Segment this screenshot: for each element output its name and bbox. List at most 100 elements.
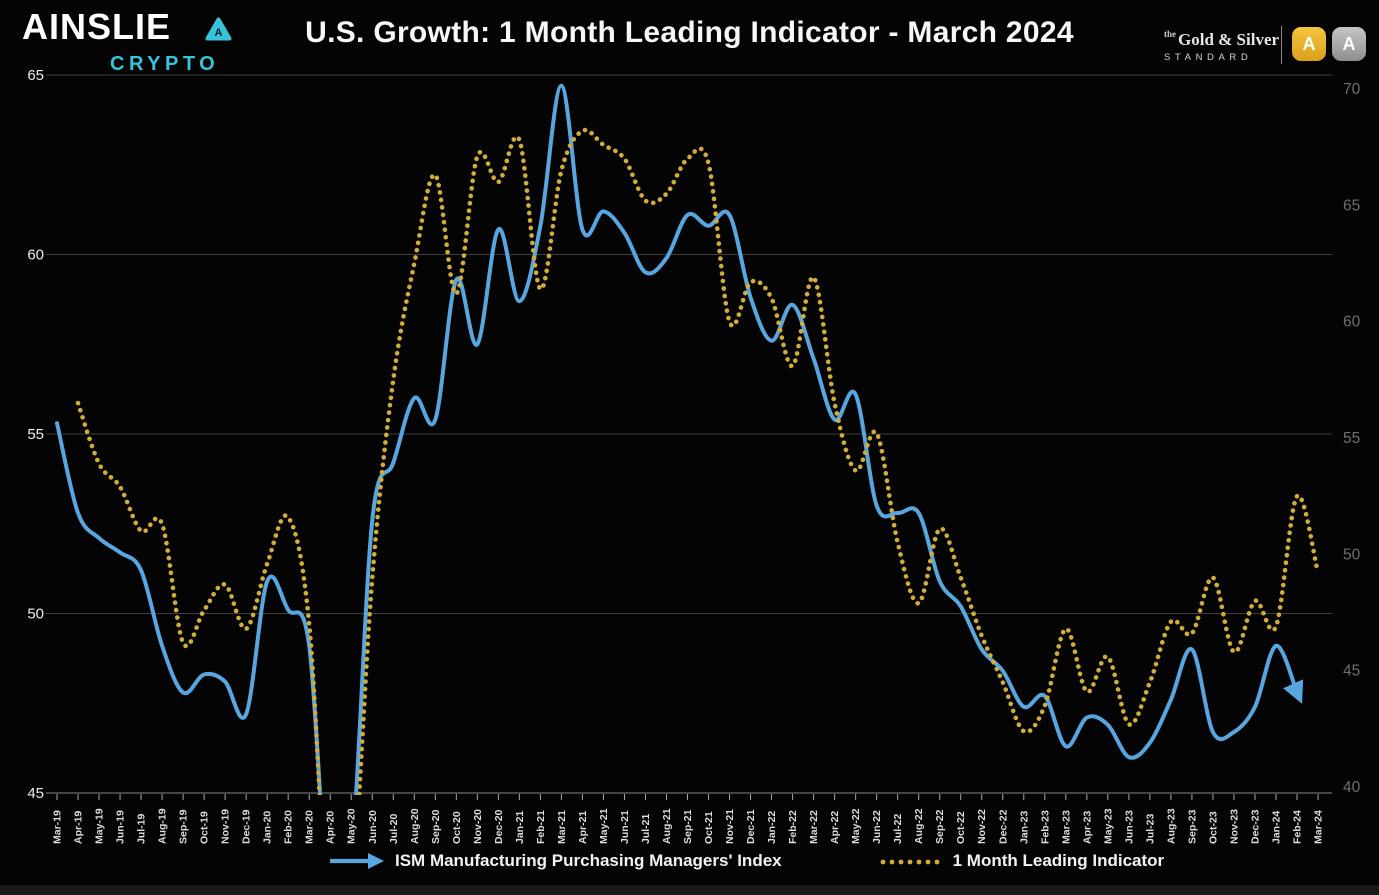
partner-name-line: the Gold & Silver — [1164, 29, 1280, 50]
partner-name: Gold & Silver — [1178, 30, 1280, 49]
x-axis-label: Dec-21 — [745, 809, 757, 844]
chart-legend: ISM Manufacturing Purchasing Managers' I… — [328, 851, 1164, 871]
legend-dots-icon — [880, 859, 940, 865]
y-axis-left-label: 65 — [27, 67, 44, 84]
x-axis-label: Jan-21 — [514, 811, 526, 844]
x-axis-label: Jul-23 — [1144, 813, 1156, 844]
y-axis-right-label: 45 — [1343, 663, 1360, 680]
x-axis-label: Mar-23 — [1060, 810, 1072, 844]
svg-text:A: A — [215, 27, 223, 39]
gold-app-icon-letter: A — [1302, 33, 1316, 54]
brand-name: AINSLIE — [22, 6, 172, 47]
x-axis-label: Aug-22 — [913, 808, 925, 844]
y-axis-left-label: 60 — [27, 247, 44, 264]
legend-leading-label: 1 Month Leading Indicator — [952, 851, 1165, 870]
x-axis-label: Jun-23 — [1123, 810, 1135, 844]
x-axis-label: Aug-19 — [157, 808, 169, 844]
x-axis-label: Apr-20 — [325, 811, 337, 844]
x-axis-label: Jun-20 — [367, 810, 379, 844]
x-axis-label: Sep-19 — [178, 809, 190, 844]
x-axis-label: Dec-22 — [997, 809, 1009, 844]
leading-indicator-line — [75, 127, 1321, 795]
x-axis-label: Oct-19 — [199, 811, 211, 844]
x-axis-label: Feb-21 — [535, 810, 547, 844]
x-axis-label: May-22 — [850, 808, 862, 844]
x-axis-label: Dec-20 — [493, 809, 505, 844]
x-axis-label: Jan-22 — [766, 811, 778, 844]
y-axis-left-label: 50 — [27, 606, 44, 623]
footer-strip — [0, 885, 1379, 895]
y-axis-left-label: 45 — [27, 785, 44, 802]
page-title: U.S. Growth: 1 Month Leading Indicator -… — [305, 16, 1074, 49]
x-axis-label: Mar-21 — [556, 810, 568, 844]
y-axis-right-label: 50 — [1343, 546, 1361, 563]
x-axis-label: Feb-23 — [1039, 810, 1051, 844]
x-axis-label: Aug-23 — [1165, 808, 1177, 844]
x-axis-label: Oct-21 — [703, 811, 715, 844]
x-axis-label: Apr-19 — [73, 811, 85, 844]
x-axis-label: Nov-20 — [472, 809, 484, 844]
gold-silver-standard-logo: the Gold & Silver STANDARD — [1164, 29, 1280, 63]
x-axis-label: Feb-24 — [1292, 810, 1304, 844]
x-axis-label: Jan-23 — [1018, 811, 1030, 844]
x-axis-label: Jan-24 — [1270, 811, 1282, 844]
x-axis-label: Nov-23 — [1228, 809, 1240, 844]
y-axis-right-label: 40 — [1343, 779, 1361, 796]
x-axis-label: Nov-21 — [724, 809, 736, 844]
y-axis-left-label: 55 — [27, 426, 44, 443]
x-axis-label: Sep-22 — [934, 809, 946, 844]
x-axis-label: Nov-22 — [976, 809, 988, 844]
x-axis-label: Feb-20 — [283, 810, 295, 844]
x-axis-label: Jun-21 — [619, 810, 631, 844]
x-axis-label: May-23 — [1102, 808, 1114, 844]
x-axis-label: Jun-19 — [115, 810, 127, 844]
partner-divider — [1281, 26, 1282, 64]
y-axis-right-label: 60 — [1343, 314, 1361, 331]
x-axis-label: Jul-20 — [388, 813, 400, 844]
y-axis-right-label: 70 — [1343, 81, 1361, 98]
legend-ism-label: ISM Manufacturing Purchasing Managers' I… — [395, 851, 782, 870]
series-layer — [55, 83, 1321, 795]
x-axis-label: Mar-24 — [1313, 810, 1325, 844]
silver-app-icon-letter: A — [1342, 33, 1356, 54]
x-axis-label: Mar-22 — [808, 810, 820, 844]
x-axis-label: Jul-19 — [136, 813, 148, 844]
ainslie-a-badge-icon: A — [205, 17, 232, 41]
x-axis-label: Oct-22 — [955, 811, 967, 844]
silver-app-icon: A — [1332, 27, 1366, 61]
x-axis-label: Aug-20 — [409, 808, 421, 844]
x-axis-label: Oct-23 — [1207, 811, 1219, 844]
partner-the: the — [1164, 29, 1176, 39]
brand-sub: CRYPTO — [110, 53, 220, 75]
y-axis-right-label: 65 — [1343, 197, 1360, 214]
partner-standard: STANDARD — [1164, 51, 1253, 63]
x-axis-label: Apr-23 — [1081, 811, 1093, 844]
x-axis-label: Sep-21 — [682, 809, 694, 844]
x-axis-label: Apr-22 — [829, 811, 841, 844]
x-axis-label: Mar-19 — [52, 810, 64, 844]
x-axis-label: Feb-22 — [787, 810, 799, 844]
x-axis-label: Jun-22 — [871, 810, 883, 844]
x-axis-label: Sep-20 — [430, 809, 442, 844]
x-axis-label: Jan-20 — [262, 811, 274, 844]
x-axis-label: Jul-21 — [640, 813, 652, 844]
x-axis-label: May-19 — [94, 808, 106, 844]
x-axis-label: Apr-21 — [577, 811, 589, 844]
x-axis-label: Nov-19 — [220, 809, 232, 844]
x-axis-label: Sep-23 — [1186, 809, 1198, 844]
x-axis-label: Aug-21 — [661, 808, 673, 844]
x-axis-label: Mar-20 — [304, 810, 316, 844]
x-axis-label: Dec-19 — [241, 809, 253, 844]
x-axis-label: May-21 — [598, 808, 610, 844]
y-axis-right-label: 55 — [1343, 430, 1360, 447]
ainslie-logo: AINSLIE A CRYPTO — [22, 6, 232, 75]
ism-pmi-line — [55, 83, 1304, 795]
legend-arrow-icon — [330, 853, 384, 869]
x-axis-label: May-20 — [346, 808, 358, 844]
x-axis-label: Oct-20 — [451, 811, 463, 844]
x-axis-label: Dec-23 — [1249, 809, 1261, 844]
gold-app-icon: A — [1292, 27, 1326, 61]
x-axis-label: Jul-22 — [892, 813, 904, 844]
